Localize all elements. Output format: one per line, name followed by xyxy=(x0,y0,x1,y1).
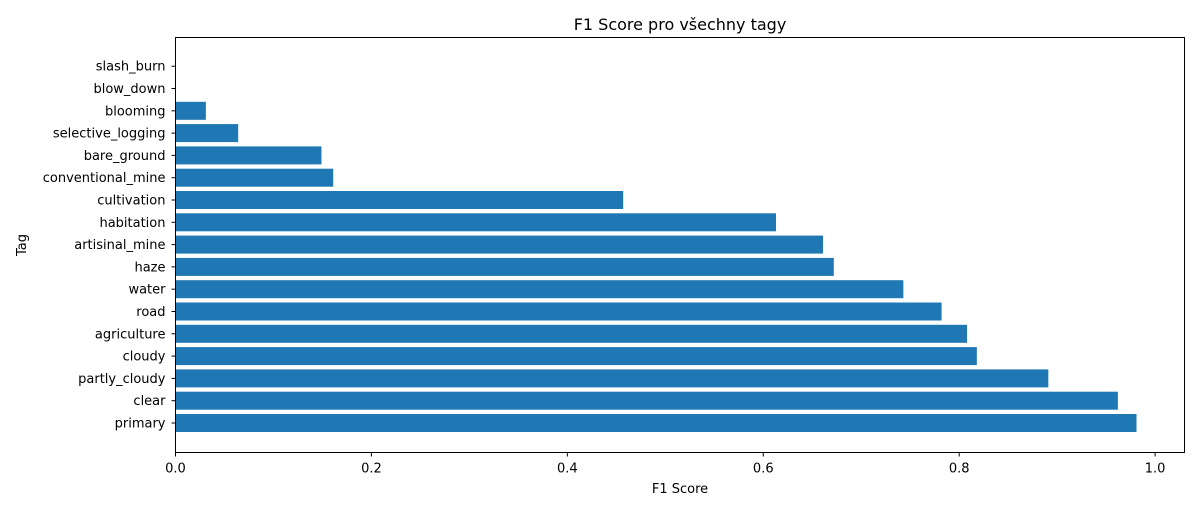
y-tick-label: blooming xyxy=(105,104,166,119)
bar-water xyxy=(175,280,904,299)
y-tick-label: bare_ground xyxy=(84,149,166,164)
y-axis-ticks: primary clear partly_cloudy cloudy agricultu… xyxy=(43,60,176,432)
y-tick-label: partly_cloudy xyxy=(78,372,166,387)
y-tick-label: slash_burn xyxy=(96,60,166,75)
y-tick-label: haze xyxy=(134,260,165,275)
y-tick-label: primary xyxy=(115,417,166,432)
bar-partly_cloudy xyxy=(175,369,1049,388)
x-tick-label: 0.2 xyxy=(361,462,382,477)
bar-selective_logging xyxy=(175,124,239,143)
bar-cloudy xyxy=(175,347,977,366)
x-tick-label: 0.8 xyxy=(949,462,970,477)
x-tick-label: 0.6 xyxy=(753,462,774,477)
bar-conventional_mine xyxy=(175,168,334,187)
y-tick-label: water xyxy=(128,283,166,298)
y-tick-label: conventional_mine xyxy=(43,171,166,186)
y-tick-label: artisinal_mine xyxy=(74,238,165,253)
y-tick-label: cultivation xyxy=(97,194,165,209)
y-axis-label: Tag xyxy=(15,234,30,257)
y-tick-label: cloudy xyxy=(123,350,166,365)
bar-blooming xyxy=(175,101,206,120)
plot-frame xyxy=(175,37,1185,453)
y-tick-label: selective_logging xyxy=(53,127,166,142)
x-axis-label: F1 Score xyxy=(652,482,708,497)
x-tick-label: 0.4 xyxy=(557,462,578,477)
bar-road xyxy=(175,302,942,321)
bar-habitation xyxy=(175,213,777,232)
bar-haze xyxy=(175,257,834,276)
x-tick-label: 1.0 xyxy=(1145,462,1166,477)
bar-primary xyxy=(175,414,1137,432)
bars xyxy=(175,101,1137,432)
x-axis-ticks: 0.0 0.2 0.4 0.6 0.8 1.0 xyxy=(165,452,1166,477)
bar-artisinal_mine xyxy=(175,235,824,254)
y-tick-label: clear xyxy=(133,394,166,409)
y-tick-label: habitation xyxy=(99,216,165,231)
y-tick-label: road xyxy=(136,305,165,320)
bar-clear xyxy=(175,391,1118,410)
bar-agriculture xyxy=(175,324,968,343)
x-tick-label: 0.0 xyxy=(165,462,186,477)
y-tick-label: agriculture xyxy=(95,327,166,342)
y-tick-label: blow_down xyxy=(93,82,165,97)
bar-bare_ground xyxy=(175,146,322,165)
bar-cultivation xyxy=(175,191,624,209)
chart-title: F1 Score pro všechny tagy xyxy=(574,15,787,34)
